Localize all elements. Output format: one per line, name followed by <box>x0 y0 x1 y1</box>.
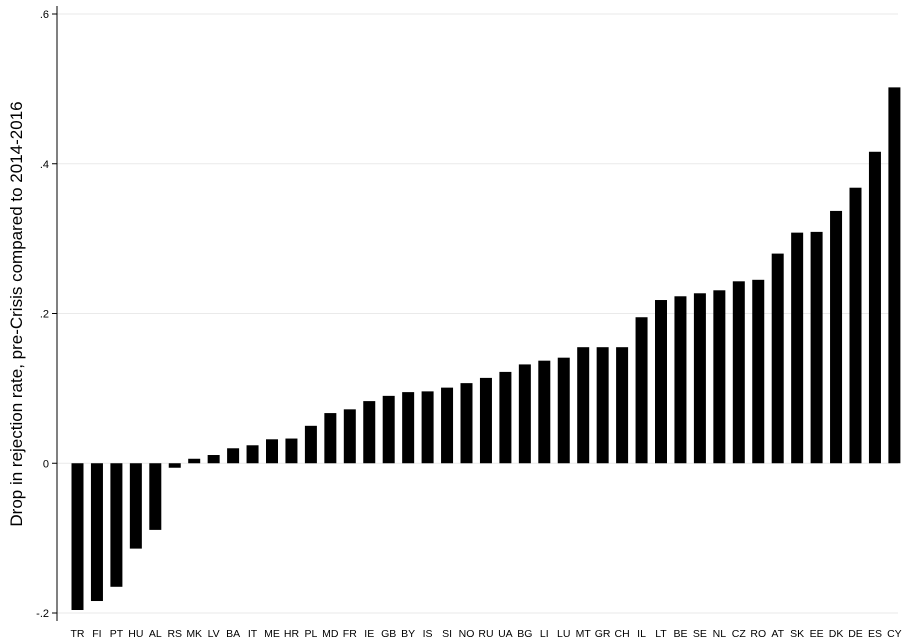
x-tick-label-pl: PL <box>304 628 317 640</box>
bar-li <box>538 360 551 464</box>
bar-lt <box>655 300 667 464</box>
x-tick-label-fr: FR <box>343 628 357 640</box>
x-tick-label-rs: RS <box>167 628 182 640</box>
bar-ee <box>810 231 823 464</box>
bar-pt <box>110 463 123 587</box>
bar-md <box>324 413 337 464</box>
y-axis: -.2 0 .2 .4 .6 <box>36 6 58 621</box>
x-tick-label-lt: LT <box>655 628 667 640</box>
x-tick-label-is: IS <box>423 628 433 640</box>
x-tick-label-lu: LU <box>557 628 570 640</box>
x-tick-label-nl: NL <box>713 628 727 640</box>
bar-cy <box>888 87 901 464</box>
x-tick-label-hu: HU <box>128 628 143 640</box>
x-tick-label-de: DE <box>848 628 863 640</box>
bar-ru <box>479 377 492 464</box>
bar-no <box>460 383 473 464</box>
bar-rs <box>168 463 181 468</box>
x-tick-label-fi: FI <box>92 628 101 640</box>
bar-sk <box>791 232 804 464</box>
bar-gb <box>382 395 395 464</box>
bar-it <box>246 445 259 464</box>
x-tick-label-mt: MT <box>576 628 592 640</box>
y-axis-label: Drop in rejection rate, pre-Crisis compa… <box>7 101 26 526</box>
bar-mt <box>577 347 590 464</box>
bar-lu <box>557 357 570 464</box>
x-tick-label-cz: CZ <box>732 628 747 640</box>
bar-fi <box>90 463 103 602</box>
bar-ie <box>363 401 376 464</box>
bar-be <box>674 296 687 464</box>
x-tick-label-md: MD <box>322 628 339 640</box>
bar-es <box>868 151 881 464</box>
x-tick-label-sk: SK <box>790 628 804 640</box>
bar-tr <box>71 463 84 611</box>
x-tick-label-es: ES <box>868 628 882 640</box>
bar-lv <box>207 455 220 464</box>
x-tick-label-al: AL <box>149 628 162 640</box>
x-tick-label-be: BE <box>673 628 687 640</box>
x-tick-label-ru: RU <box>478 628 493 640</box>
x-tick-label-lv: LV <box>208 628 220 640</box>
x-tick-label-si: SI <box>442 628 452 640</box>
bar-ua <box>499 371 512 464</box>
bar-de <box>849 187 862 464</box>
bar-il <box>635 317 648 464</box>
x-tick-label-li: LI <box>540 628 549 640</box>
x-tick-label-mk: MK <box>186 628 202 640</box>
y-tick-label: 0 <box>43 458 49 470</box>
x-tick-label-ch: CH <box>615 628 630 640</box>
bar-hu <box>129 463 142 549</box>
x-tick-label-bg: BG <box>517 628 532 640</box>
bar-dk <box>830 210 843 464</box>
x-axis-labels: TR FI PT HU AL RS MK LV BA IT ME HR PL MD FR IE GB BY IS SI… <box>71 628 902 640</box>
x-tick-label-ie: IE <box>364 628 374 640</box>
bar-is <box>421 391 434 464</box>
bar-gr <box>596 347 609 464</box>
bar-ba <box>227 448 240 464</box>
x-tick-label-me: ME <box>264 628 280 640</box>
x-tick-label-pt: PT <box>110 628 124 640</box>
bars <box>71 87 901 611</box>
bar-hr <box>285 438 298 464</box>
x-tick-label-dk: DK <box>829 628 844 640</box>
y-tick-label: .6 <box>40 9 49 21</box>
bar-al <box>149 463 162 530</box>
x-tick-label-il: IL <box>637 628 646 640</box>
x-tick-label-ro: RO <box>750 628 766 640</box>
x-tick-label-tr: TR <box>71 628 85 640</box>
bar-fr <box>343 409 356 464</box>
bar-me <box>266 439 278 464</box>
bar-ch <box>616 347 629 464</box>
bar-bg <box>518 364 531 464</box>
bar-cz <box>732 281 745 464</box>
x-tick-label-by: BY <box>401 628 415 640</box>
x-tick-label-gb: GB <box>381 628 396 640</box>
y-tick-label: .2 <box>40 309 49 321</box>
x-tick-label-ee: EE <box>810 628 824 640</box>
x-tick-label-hr: HR <box>284 628 300 640</box>
bar-at <box>771 253 784 464</box>
x-tick-label-ba: BA <box>226 628 240 640</box>
bar-pl <box>304 425 317 464</box>
x-tick-label-ua: UA <box>498 628 513 640</box>
bar-se <box>693 293 706 464</box>
y-tick-label: -.2 <box>36 608 49 620</box>
x-tick-label-cy: CY <box>887 628 902 640</box>
bar-ro <box>752 279 765 464</box>
x-tick-label-no: NO <box>459 628 475 640</box>
x-tick-label-gr: GR <box>595 628 611 640</box>
x-tick-label-it: IT <box>248 628 258 640</box>
bar-by <box>402 392 415 464</box>
bar-nl <box>713 290 726 464</box>
y-tick-label: .4 <box>40 159 49 171</box>
bar-si <box>441 387 454 464</box>
x-tick-label-se: SE <box>693 628 707 640</box>
x-tick-label-at: AT <box>771 628 784 640</box>
bar-mk <box>188 458 201 464</box>
